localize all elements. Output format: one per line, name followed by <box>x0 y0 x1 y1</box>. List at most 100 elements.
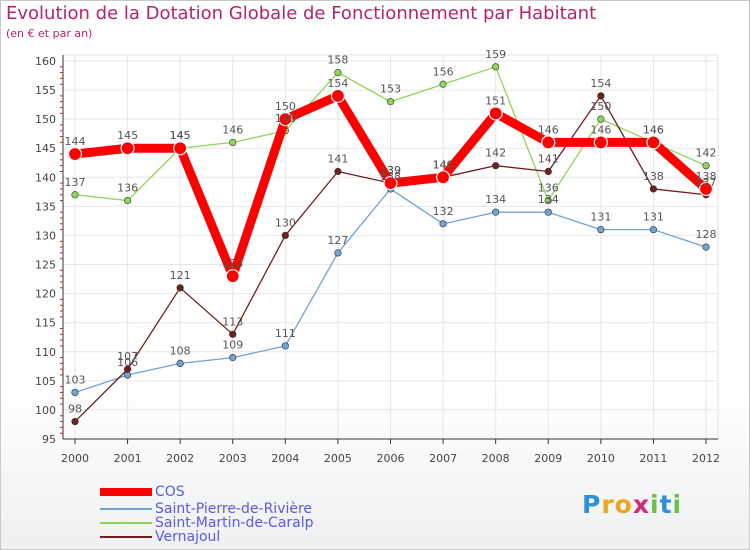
data-point <box>120 141 135 156</box>
data-label: 132 <box>433 205 454 218</box>
legend-item: Vernajoul <box>100 529 221 545</box>
data-label: 131 <box>590 211 611 224</box>
chart-title: Evolution de la Dotation Globale de Fonc… <box>6 3 597 24</box>
legend-label: COS <box>155 484 185 500</box>
data-point <box>492 63 500 71</box>
data-label: 128 <box>696 228 717 241</box>
logo-letter: x <box>632 490 650 519</box>
data-point <box>278 112 293 127</box>
y-tick-label: 135 <box>35 200 56 213</box>
y-tick-label: 100 <box>35 404 56 417</box>
data-point <box>439 220 447 228</box>
x-tick-label: 2007 <box>429 452 457 465</box>
data-label: 138 <box>380 170 401 183</box>
data-point <box>386 98 395 106</box>
data-point <box>383 176 398 191</box>
logo-letter: r <box>601 490 615 519</box>
y-tick-label: 155 <box>35 84 56 97</box>
data-label: 153 <box>380 83 401 96</box>
data-point <box>544 196 552 205</box>
data-label: 145 <box>170 129 191 142</box>
y-tick-label: 110 <box>35 346 56 359</box>
data-point <box>544 167 552 176</box>
data-point <box>71 388 79 397</box>
data-label: 136 <box>538 182 559 195</box>
data-label: 146 <box>590 123 611 136</box>
data-point <box>439 80 447 88</box>
data-point <box>225 269 240 284</box>
logo-letter: i <box>672 490 683 519</box>
legend-item: COS <box>100 484 185 500</box>
data-label: 123 <box>222 257 243 270</box>
data-point <box>492 162 500 170</box>
proxiti-logo: Proxiti <box>582 490 682 519</box>
data-label: 134 <box>485 193 506 206</box>
x-tick-label: 2003 <box>219 452 247 465</box>
data-label: 159 <box>485 48 506 61</box>
x-tick-label: 2011 <box>639 452 667 465</box>
x-tick-label: 2012 <box>692 452 720 465</box>
data-label: 142 <box>696 147 717 160</box>
data-point <box>492 208 500 216</box>
data-label: 151 <box>485 94 506 107</box>
data-label: 109 <box>222 339 243 352</box>
y-tick-label: 120 <box>35 288 56 301</box>
chart-subtitle: (en € et par an) <box>6 27 93 40</box>
data-point <box>541 135 556 150</box>
y-tick-label: 140 <box>35 171 56 184</box>
data-label: 146 <box>643 123 664 136</box>
data-label: 131 <box>643 211 664 224</box>
data-label: 107 <box>117 350 138 363</box>
data-label: 141 <box>538 152 559 165</box>
logo-letter: i <box>650 490 660 519</box>
x-tick-label: 2001 <box>114 452 142 465</box>
data-label: 141 <box>327 152 348 165</box>
data-label: 150 <box>275 100 296 113</box>
data-point <box>330 88 346 103</box>
data-point <box>488 106 503 121</box>
data-point <box>229 330 237 338</box>
data-label: 111 <box>275 327 296 340</box>
data-label: 158 <box>327 54 348 67</box>
x-tick-label: 2004 <box>271 452 299 465</box>
data-label: 146 <box>538 123 559 136</box>
data-label: 136 <box>117 182 138 195</box>
data-label: 103 <box>65 373 86 386</box>
data-point <box>597 226 605 234</box>
x-tick-label: 2002 <box>166 452 194 465</box>
y-tick-label: 95 <box>42 433 56 446</box>
y-tick-label: 145 <box>35 142 56 155</box>
data-point <box>71 417 79 426</box>
data-label: 138 <box>643 170 664 183</box>
legend-label: Vernajoul <box>155 529 221 545</box>
logo-letter: P <box>582 490 602 519</box>
data-point <box>702 162 710 170</box>
line-chart: 95 100 105 110 115 120 125 130 135 140 145 150 155 16… <box>35 48 720 465</box>
data-label: 113 <box>222 315 243 328</box>
logo-letter: o <box>614 490 633 519</box>
x-tick-label: 2009 <box>534 452 562 465</box>
data-label: 98 <box>68 403 82 416</box>
legend-label: Saint-Martin-de-Caralp <box>155 515 314 531</box>
data-point <box>698 181 714 197</box>
data-label: 138 <box>696 170 717 183</box>
data-point <box>649 226 658 234</box>
data-label: 156 <box>433 65 454 78</box>
data-point <box>544 208 552 216</box>
data-point <box>435 170 451 185</box>
legend-item: Saint-Martin-de-Caralp <box>100 515 314 531</box>
data-point <box>176 359 184 368</box>
data-point <box>71 191 79 199</box>
x-tick-label: 2000 <box>61 452 89 465</box>
data-point <box>597 115 605 123</box>
data-point <box>334 167 342 176</box>
data-label: 140 <box>433 158 454 171</box>
x-tick-label: 2010 <box>587 452 615 465</box>
data-label: 134 <box>538 193 559 206</box>
data-label: 144 <box>65 135 86 148</box>
data-label: 145 <box>170 129 191 142</box>
data-point <box>67 146 83 162</box>
data-label: 146 <box>643 123 664 136</box>
data-label: 121 <box>170 269 191 282</box>
